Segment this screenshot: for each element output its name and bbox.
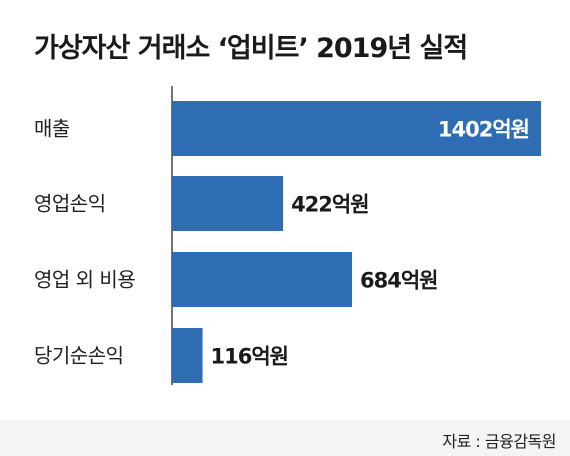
bar — [172, 328, 203, 383]
category-label: 매출 — [34, 117, 70, 141]
category-label: 영업손익 — [34, 192, 106, 216]
value-label: 422억원 — [291, 193, 368, 217]
source-note: 자료 : 금융감독원 — [442, 432, 556, 451]
value-label: 684억원 — [360, 269, 437, 293]
category-label: 영업 외 비용 — [34, 268, 135, 292]
bar — [172, 101, 541, 156]
bar — [172, 176, 284, 231]
source-band — [0, 420, 570, 456]
category-label: 당기순손익 — [34, 344, 124, 368]
chart-title: 가상자산 거래소 ‘업비트’ 2019년 실적 — [34, 33, 468, 64]
value-label: 1402억원 — [438, 118, 529, 142]
value-label: 116억원 — [211, 345, 288, 369]
bar — [172, 252, 353, 307]
